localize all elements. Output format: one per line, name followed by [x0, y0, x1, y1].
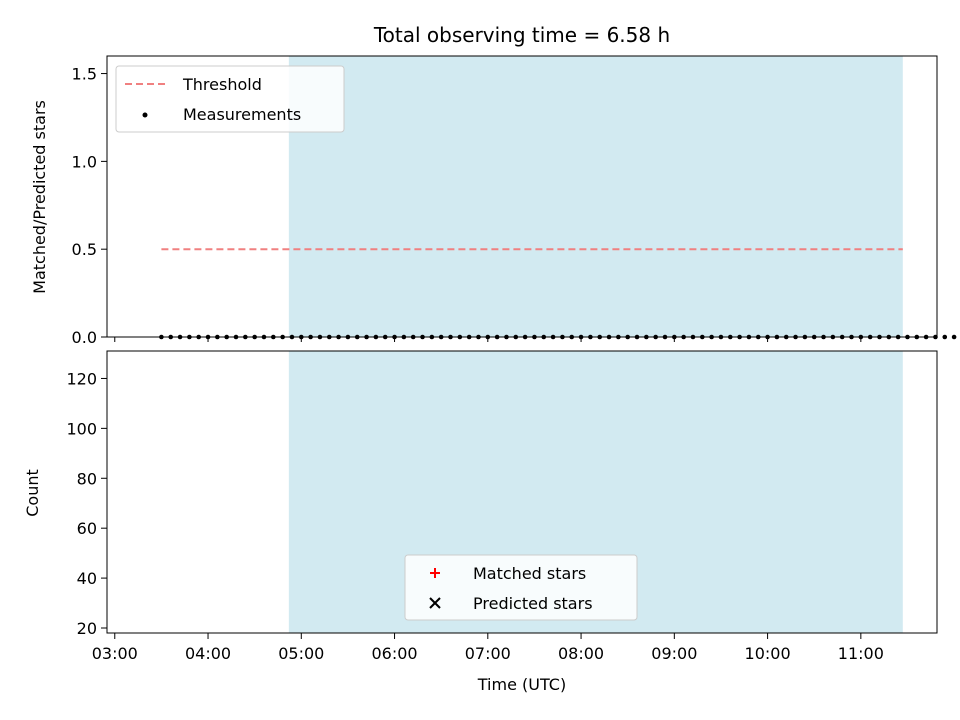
matched-stars-legend-label: Matched stars — [473, 564, 586, 583]
top-y-axis-label: Matched/Predicted stars — [30, 100, 49, 294]
threshold-legend-label: Threshold — [182, 75, 262, 94]
measurements-legend-label: Measurements — [183, 105, 301, 124]
bottom-legend-box — [404, 554, 638, 621]
bottom-y-tick-label: 80 — [77, 469, 97, 488]
top-y-tick-label: 0.5 — [72, 240, 97, 259]
bottom-x-tick-label: 10:00 — [745, 644, 791, 663]
bottom-y-tick-label: 60 — [77, 519, 97, 538]
measurements-legend-marker — [142, 112, 148, 118]
bottom-y-tick-label: 120 — [66, 369, 97, 388]
top-y-tick-label: 1.0 — [72, 152, 97, 171]
bottom-x-tick-label: 11:00 — [838, 644, 884, 663]
top-y-tick-label: 1.5 — [72, 65, 97, 84]
bottom-x-tick-label: 05:00 — [278, 644, 324, 663]
bottom-plot-frame — [106, 350, 938, 634]
bottom-x-tick-label: 03:00 — [92, 644, 138, 663]
bottom-y-tick-label: 20 — [77, 619, 97, 638]
bottom-x-ticks: 03:00 04:00 05:00 06:00 07:00 08:00 09:00 10:00… — [92, 633, 884, 663]
top-y-ticks: 0.0 0.5 1.0 1.5 — [72, 65, 107, 347]
top-panel: 0.0 0.5 1.0 1.5 Total observing time = 6.58… — [30, 23, 957, 347]
bottom-y-tick-label: 100 — [66, 419, 97, 438]
bottom-x-tick-label: 06:00 — [371, 644, 417, 663]
bottom-y-ticks: 20 40 60 80 100 120 — [66, 369, 107, 638]
chart-title: Total observing time = 6.58 h — [373, 23, 670, 47]
measurement-point — [942, 334, 948, 340]
top-y-tick-label: 0.0 — [72, 328, 97, 347]
bottom-x-tick-label: 08:00 — [558, 644, 604, 663]
bottom-panel: 20 40 60 80 100 120 03:00 04:00 05:00 06:00 07:00… — [23, 350, 938, 694]
top-plot-frame — [106, 55, 938, 338]
x-axis-label: Time (UTC) — [477, 675, 566, 694]
predicted-stars-legend-label: Predicted stars — [473, 594, 593, 613]
bottom-y-tick-label: 40 — [77, 569, 97, 588]
bottom-x-tick-label: 09:00 — [651, 644, 697, 663]
top-x-ticks — [114, 337, 862, 342]
measurement-point — [951, 334, 957, 340]
top-shaded-span — [288, 56, 903, 337]
bottom-y-axis-label: Count — [23, 469, 42, 517]
matched-stars-legend-marker — [430, 568, 440, 578]
bottom-x-tick-label: 07:00 — [465, 644, 511, 663]
top-legend-box — [115, 65, 345, 133]
bottom-x-tick-label: 04:00 — [185, 644, 231, 663]
predicted-stars-legend-marker — [429, 597, 441, 609]
top-legend: Threshold Measurements — [115, 65, 345, 133]
bottom-legend: Matched stars Predicted stars — [404, 554, 638, 621]
